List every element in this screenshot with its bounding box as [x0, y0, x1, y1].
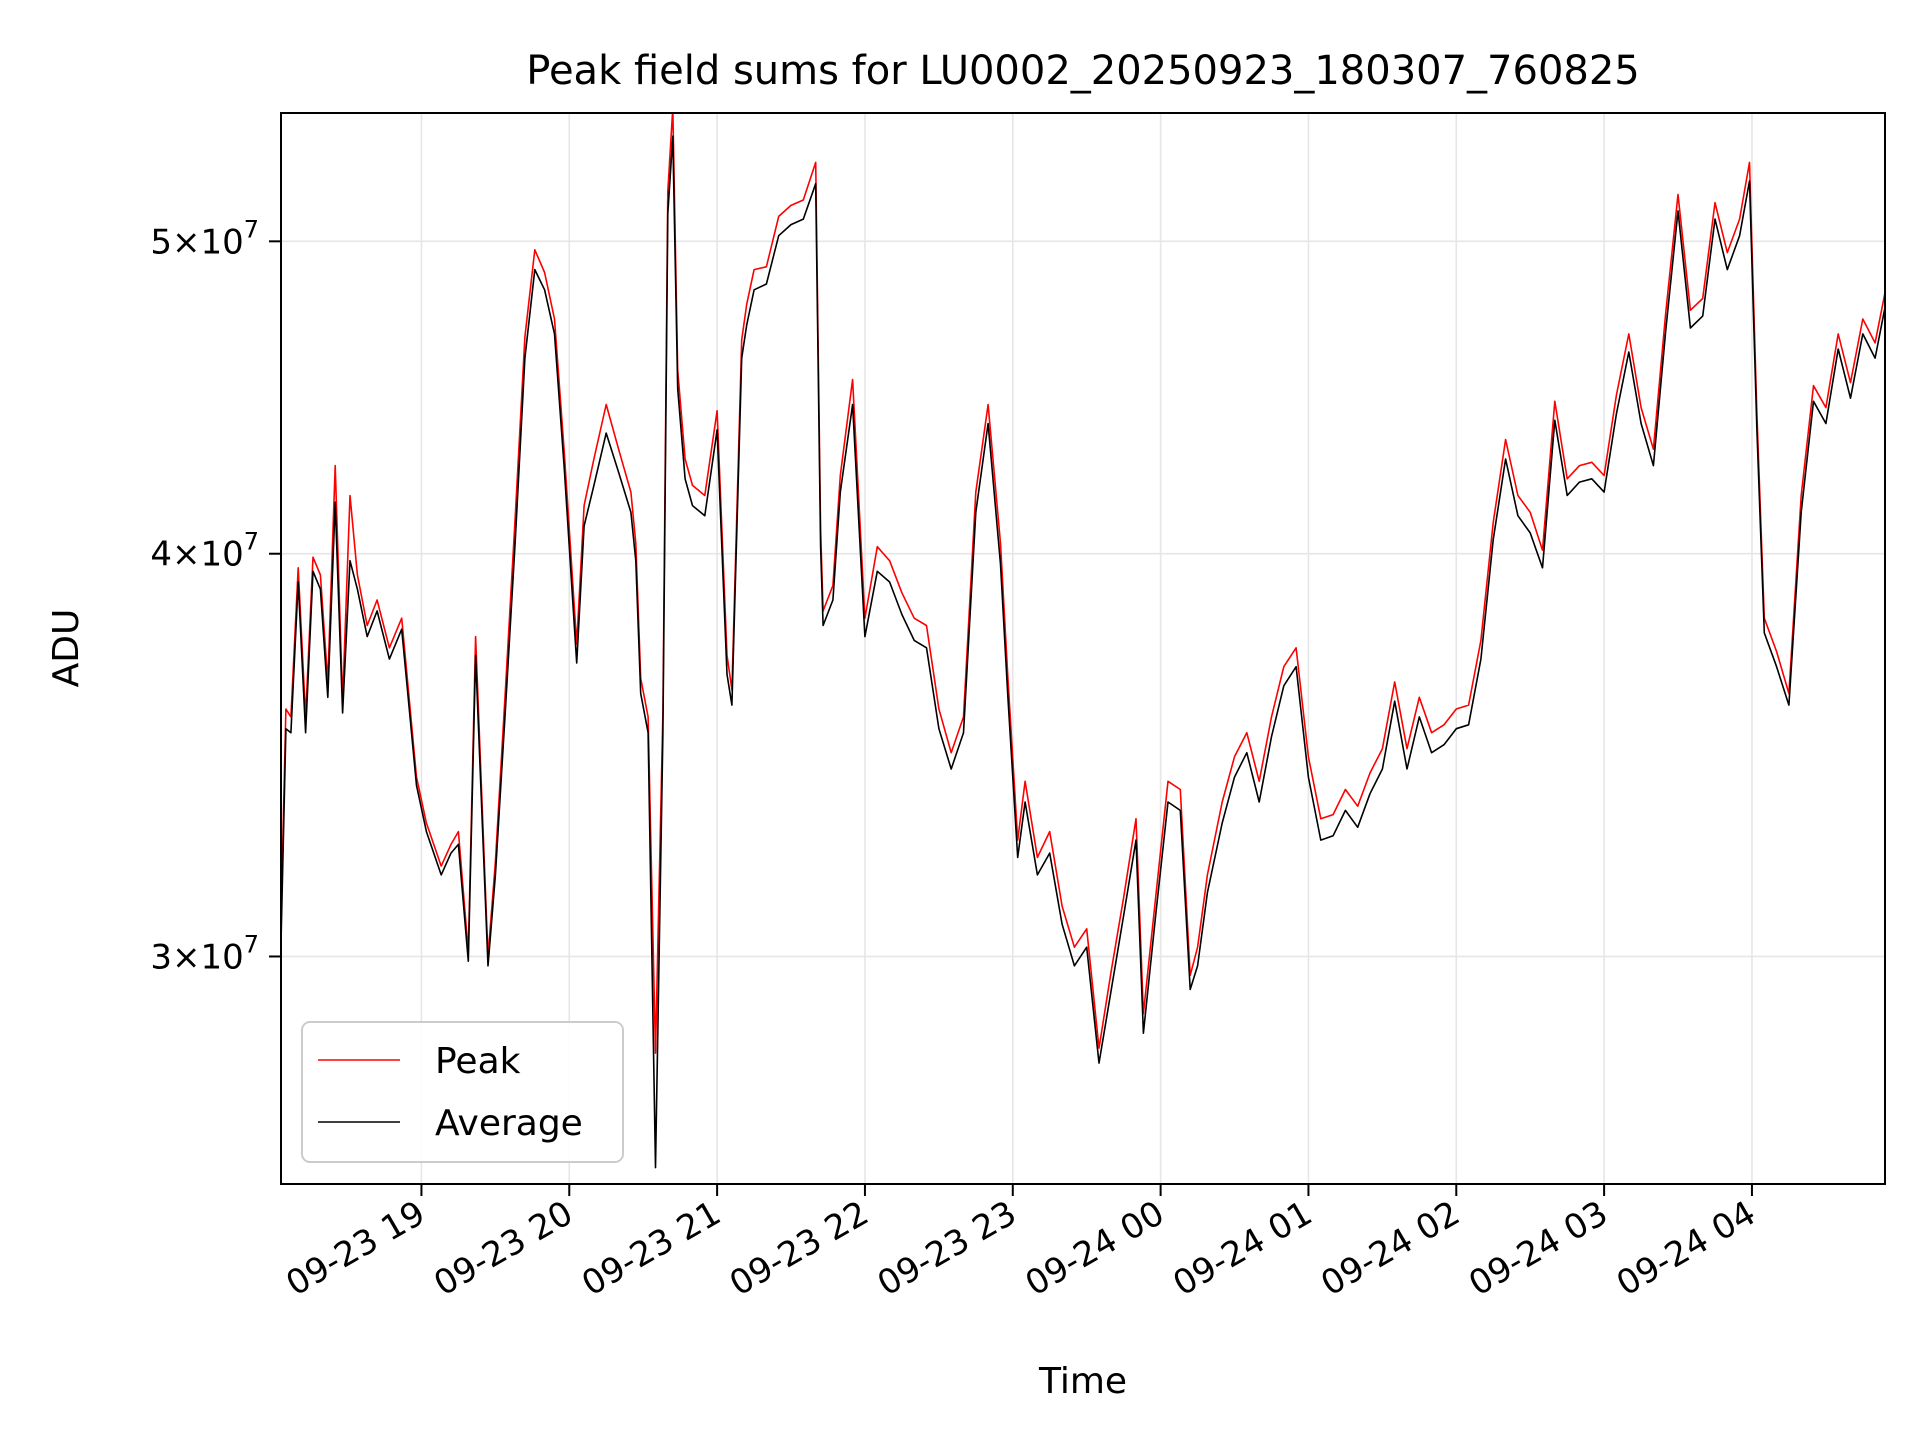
series-peak-line: [281, 113, 1885, 1054]
x-axis-label: Time: [1038, 1361, 1127, 1402]
y-axis-ticks: 3×107 4×107 5×107: [150, 215, 281, 977]
legend: Peak Average: [301, 1021, 624, 1163]
legend-box: [301, 1021, 624, 1163]
y-axis-label: ADU: [46, 609, 87, 688]
y-tick-label: 4×107: [150, 528, 259, 575]
series-layer: [281, 113, 1885, 1169]
series-average-line: [281, 135, 1885, 1169]
chart-title: Peak field sums for LU0002_20250923_1803…: [526, 48, 1640, 94]
legend-peak-label: Peak: [435, 1041, 521, 1082]
plot-frame: [280, 112, 1886, 1185]
legend-average-label: Average: [435, 1103, 583, 1144]
y-tick-label: 5×107: [150, 215, 259, 262]
y-tick-label: 3×107: [150, 930, 259, 977]
grid-lines: [281, 113, 1885, 1184]
